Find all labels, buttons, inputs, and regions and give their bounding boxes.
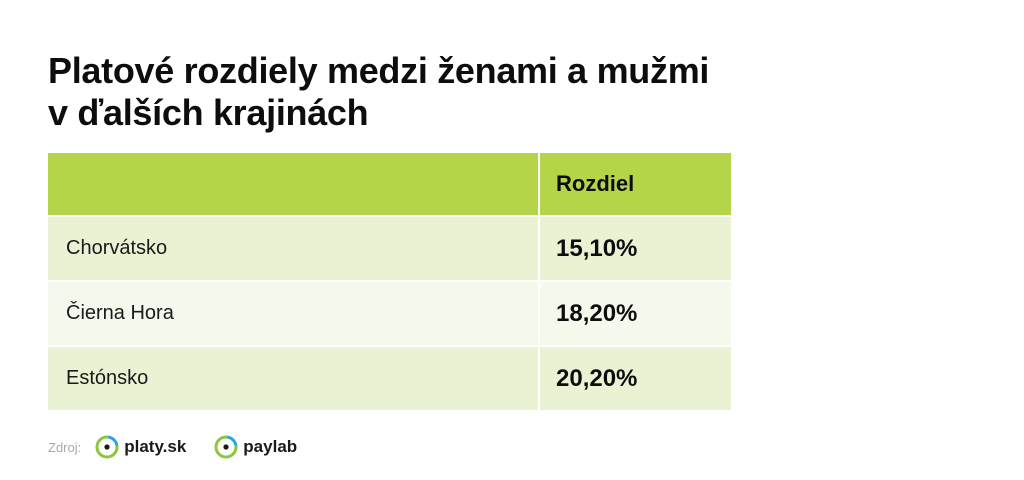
header-name-cell	[48, 153, 538, 215]
paylab-logo-icon	[214, 435, 238, 459]
pay-gap-table: Rozdiel Chorvátsko 15,10% Čierna Hora 18…	[48, 153, 731, 412]
title-line-2: v ďalších krajinách	[48, 92, 369, 133]
country-cell: Estónsko	[48, 347, 538, 410]
platy-brand-name: platy.sk	[124, 437, 187, 456]
source-footer: Zdroj: platy.sk paylab	[48, 432, 325, 462]
header-value-cell: Rozdiel	[540, 153, 731, 215]
table-row: Chorvátsko 15,10%	[48, 217, 731, 280]
difference-cell: 15,10%	[540, 217, 731, 280]
title-line-1: Platové rozdiely medzi ženami a mužmi	[48, 50, 710, 91]
paylab-brand[interactable]: paylab	[214, 435, 297, 459]
difference-cell: 20,20%	[540, 347, 731, 410]
difference-cell: 18,20%	[540, 282, 731, 345]
page-title: Platové rozdiely medzi ženami a mužmi v …	[48, 50, 808, 134]
country-cell: Čierna Hora	[48, 282, 538, 345]
platy-logo-icon	[95, 435, 119, 459]
country-cell: Chorvátsko	[48, 217, 538, 280]
paylab-brand-name: paylab	[243, 437, 298, 456]
source-label: Zdroj:	[48, 439, 82, 455]
table-header-row: Rozdiel	[48, 153, 731, 215]
platy-brand[interactable]: platy.sk	[95, 435, 186, 459]
table-row: Estónsko 20,20%	[48, 347, 731, 410]
table-row: Čierna Hora 18,20%	[48, 282, 731, 345]
